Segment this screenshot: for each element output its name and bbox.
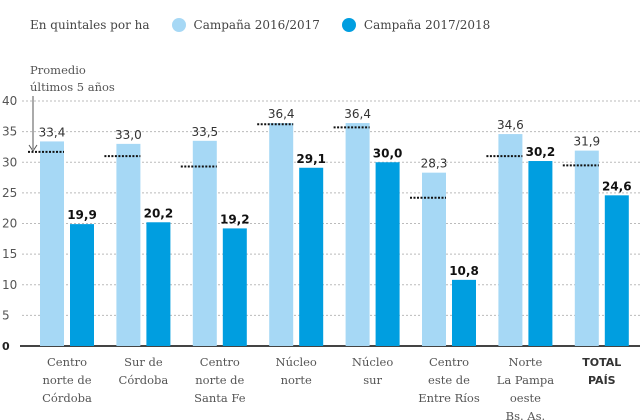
value-label: 29,1	[296, 152, 326, 166]
value-label: 10,8	[449, 264, 479, 278]
bar-2017-1	[146, 222, 171, 346]
legend-item-2017: Campaña 2017/2018	[341, 18, 491, 32]
y-tick-label: 20	[2, 217, 17, 231]
legend-label-2017: Campaña 2017/2018	[363, 18, 491, 32]
bar-2017-5	[452, 279, 476, 346]
category-label: Sur de	[124, 355, 163, 369]
category-label: este de	[428, 373, 470, 387]
y-tick-label: 0	[2, 340, 10, 353]
category-label: La Pampa	[497, 373, 554, 387]
category-label: oeste	[510, 391, 541, 405]
value-label: 36,4	[268, 107, 295, 121]
category-label: Núcleo	[352, 355, 393, 369]
bar-2016-2	[192, 140, 217, 346]
value-label: 33,0	[115, 128, 142, 142]
value-label: 34,6	[497, 118, 524, 132]
value-label: 24,6	[602, 179, 632, 193]
average-note: Promedio últimos 5 años	[30, 62, 115, 96]
bar-2016-6	[498, 134, 523, 346]
bars	[28, 123, 629, 346]
category-label: sur	[363, 373, 382, 387]
category-label: TOTAL	[582, 356, 621, 369]
bar-2017-7	[604, 195, 629, 346]
bar-2017-0	[70, 224, 94, 346]
category-label: Centro	[200, 355, 240, 369]
bar-2017-6	[528, 161, 553, 346]
average-note-line-2: últimos 5 años	[30, 80, 115, 94]
y-tick-label: 40	[2, 94, 17, 108]
bar-2017-3	[299, 167, 324, 346]
average-note-line-1: Promedio	[30, 63, 86, 77]
category-label: Núcleo	[276, 355, 317, 369]
y-tick-label: 30	[2, 155, 17, 169]
value-labels: 33,4 19,9 33,0 20,2 33,5 19,2 36,4 29,1 36,4 30,0…	[39, 107, 632, 278]
value-label: 36,4	[344, 107, 371, 121]
legend-label-2016: Campaña 2016/2017	[193, 18, 320, 32]
legend-swatch-2016	[171, 18, 186, 32]
category-label: Córdoba	[119, 373, 169, 387]
bar-2016-1	[116, 143, 141, 346]
value-label: 30,0	[373, 146, 403, 160]
bar-2016-4	[345, 123, 370, 346]
value-label: 28,3	[421, 157, 448, 171]
bar-2017-4	[375, 162, 400, 346]
bar-2017-2	[222, 228, 247, 346]
category-label: norte	[281, 373, 312, 387]
category-label: Santa Fe	[194, 391, 246, 405]
category-label: norte de	[42, 373, 91, 387]
y-tick-label: 5	[2, 308, 10, 322]
category-label: Centro	[47, 355, 87, 369]
unit-label: En quintales por ha	[30, 18, 150, 32]
category-label: norte de	[195, 373, 244, 387]
bar-2016-0	[40, 141, 64, 346]
legend: En quintales por ha Campaña 2016/2017 Ca…	[30, 18, 490, 32]
value-label: 31,9	[573, 135, 600, 149]
y-tick-label: 25	[2, 186, 17, 200]
value-label: 30,2	[526, 145, 556, 159]
y-tick-label: 35	[2, 125, 17, 139]
y-tick-label: 15	[2, 247, 17, 261]
value-label: 20,2	[144, 206, 174, 220]
category-label: Entre Ríos	[418, 391, 480, 405]
category-label: Córdoba	[42, 391, 92, 405]
bar-2016-7	[574, 150, 599, 346]
legend-item-2016: Campaña 2016/2017	[171, 18, 320, 32]
value-label: 19,2	[220, 212, 250, 226]
category-label: Norte	[508, 355, 542, 369]
y-tick-label: 10	[2, 278, 17, 292]
value-label: 33,4	[39, 125, 66, 139]
legend-swatch-2017	[341, 18, 356, 32]
category-labels: Centro norte de Córdoba Sur de Córdoba Centro…	[42, 355, 621, 420]
bar-2016-3	[269, 123, 294, 346]
category-label: Centro	[429, 355, 469, 369]
category-label: Bs. As.	[506, 409, 546, 420]
category-label: PAÍS	[588, 374, 616, 387]
value-label: 33,5	[191, 125, 218, 139]
value-label: 19,9	[67, 208, 97, 222]
bar-2016-5	[422, 172, 446, 346]
